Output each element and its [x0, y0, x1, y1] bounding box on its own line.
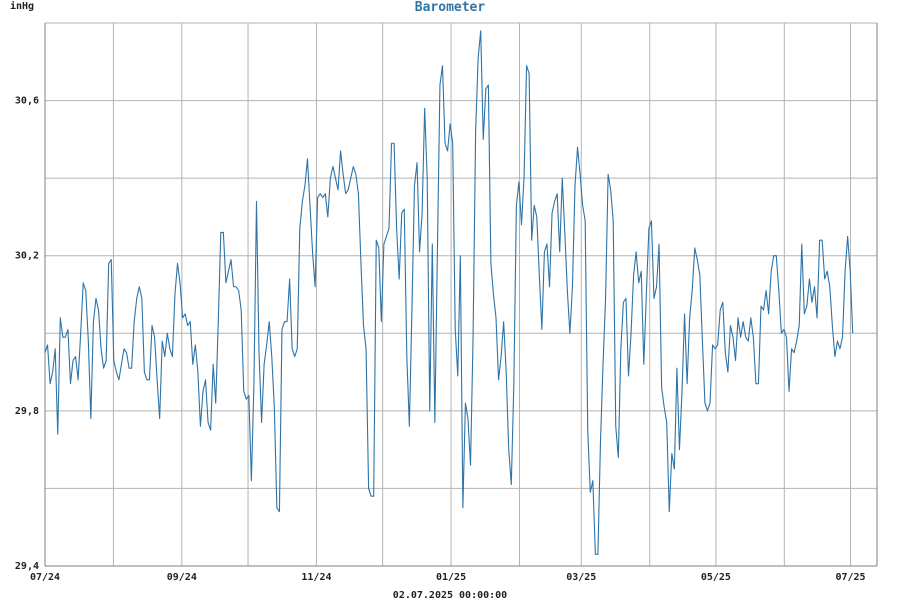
grid-layer: [44, 22, 877, 567]
x-tick-label: 03/25: [566, 572, 596, 583]
x-tick-label: 01/25: [436, 572, 466, 583]
x-tick-label: 11/24: [301, 572, 331, 583]
y-tick-label: 29,4: [15, 561, 39, 572]
series-line-barometer: [44, 30, 854, 555]
y-tick-label: 29,8: [15, 406, 39, 417]
x-axis-timestamp-label: 02.07.2025 00:00:00: [393, 590, 507, 600]
chart-title: Barometer: [415, 0, 486, 15]
x-tick-label: 07/25: [835, 572, 865, 583]
x-tick-label: 05/25: [701, 572, 731, 583]
y-tick-label: 30,6: [15, 96, 39, 107]
axis-layer: [44, 23, 878, 567]
x-tick-label: 07/24: [30, 572, 60, 583]
tick-label-layer: 29,4 29,8 30,2 30,6 07/24 09/24 11/24 01/25 03/2…: [15, 96, 866, 583]
y-tick-label: 30,2: [15, 251, 39, 262]
x-tick-label: 09/24: [167, 572, 197, 583]
y-axis-unit-label: inHg: [10, 0, 34, 12]
